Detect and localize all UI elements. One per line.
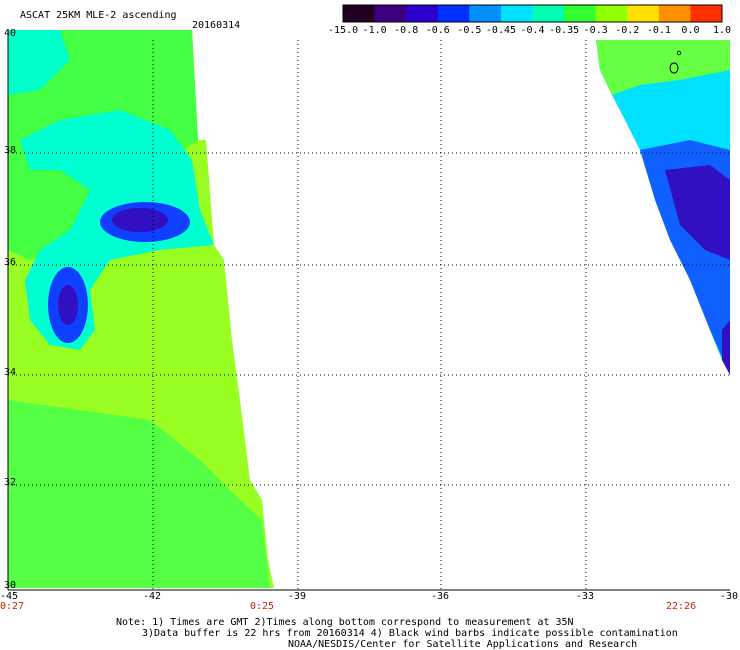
left-swath-blue-core-2	[58, 285, 78, 325]
colorbar-swatch	[500, 5, 533, 22]
lat-gridlines	[8, 152, 730, 486]
note-credit: NOAA/NESDIS/Center for Satellite Applica…	[288, 639, 638, 650]
lon-label-33: -33	[576, 591, 595, 602]
left-swath-blue-core	[112, 208, 168, 232]
right-swath-green-area	[596, 40, 730, 95]
colorbar-swatch	[595, 5, 628, 22]
lat-label-30: 30	[4, 580, 17, 591]
lat-label-38: 38	[4, 145, 17, 156]
lon-label-42: -42	[143, 591, 162, 602]
colorbar-tick-label: -0.1	[646, 25, 671, 36]
lat-label-32: 32	[4, 477, 17, 488]
left-swath-green-area-2	[8, 400, 270, 588]
colorbar-frame	[342, 4, 723, 23]
lon-label-39: -39	[288, 591, 307, 602]
colorbar-swatch	[343, 5, 376, 22]
colorbar-tick-label: 1.0	[713, 25, 732, 36]
lon-label-36: -36	[431, 591, 450, 602]
colorbar-tick-label: -15.0	[328, 25, 359, 36]
colorbar-tick-label: 0.0	[681, 25, 700, 36]
colorbar-tick-label: -0.3	[583, 25, 608, 36]
swath-time-left-end: 0:25	[250, 601, 275, 612]
colorbar-swatch	[690, 5, 723, 22]
swath-time-left-start: 0:27	[0, 601, 25, 612]
colorbar-swatch	[374, 5, 407, 22]
colorbar-swatch	[532, 5, 565, 22]
colorbar-swatch	[627, 5, 660, 22]
right-swath-dark-blue-area	[665, 165, 730, 260]
colorbar-tick-label: -0.2	[615, 25, 640, 36]
colorbar-tick-label: -0.45	[485, 25, 517, 36]
colorbar-swatch	[406, 5, 439, 22]
note-line-1: Note: 1) Times are GMT 2)Times along bot…	[116, 617, 574, 628]
colorbar-swatch	[564, 5, 597, 22]
left-swath-cyan-area-2	[8, 30, 70, 95]
lon-label-45: -45	[0, 591, 19, 602]
swath-time-right: 22:26	[666, 601, 697, 612]
note-line-2: 3)Data buffer is 22 hrs from 20160314 4)…	[142, 628, 678, 639]
lat-label-40: 40	[4, 28, 17, 39]
colorbar-swatch	[469, 5, 502, 22]
lat-label-36: 36	[4, 257, 17, 268]
contamination-contour	[669, 62, 679, 74]
colorbar-swatch	[658, 5, 691, 22]
map-date: 20160314	[192, 20, 241, 31]
right-swath-dark-blue-edge	[722, 320, 730, 375]
colorbar-tick-label: -0.8	[394, 25, 419, 36]
colorbar	[342, 4, 723, 23]
contamination-contour-small	[676, 50, 682, 56]
map-title: ASCAT 25KM MLE-2 ascending	[20, 10, 177, 21]
colorbar-swatch	[437, 5, 470, 22]
lat-label-34: 34	[4, 367, 17, 378]
colorbar-tick-label: -0.4	[520, 25, 545, 36]
colorbar-tick-label: -1.0	[362, 25, 387, 36]
colorbar-tick-label: -0.6	[425, 25, 450, 36]
colorbar-tick-label: -0.5	[457, 25, 482, 36]
lon-label-30: -30	[720, 591, 739, 602]
colorbar-tick-label: -0.35	[549, 25, 580, 36]
